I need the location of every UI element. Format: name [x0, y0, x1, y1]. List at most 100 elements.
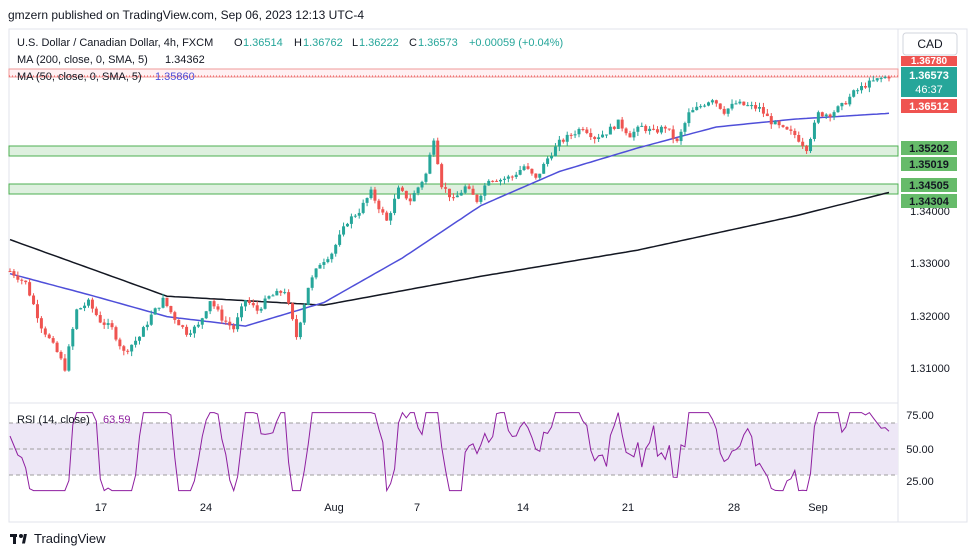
candle-body [624, 128, 628, 134]
candle-body [291, 303, 295, 320]
candle-body [181, 325, 185, 327]
candle-body [475, 194, 479, 202]
candle-body [283, 292, 287, 294]
candle-body [761, 107, 765, 114]
candle-body [683, 123, 687, 132]
ma200-value: 1.34362 [165, 54, 205, 66]
candle-body [620, 119, 624, 129]
candle-body [565, 134, 569, 142]
candle-body [687, 112, 691, 124]
candle-body [487, 180, 491, 186]
candle-body [871, 80, 875, 82]
candle-body [216, 306, 220, 310]
candle-body [534, 173, 538, 178]
x-tick-aug: Aug [324, 502, 344, 514]
currency-button[interactable] [902, 32, 958, 56]
candle-body [573, 134, 577, 136]
candle-body [738, 101, 742, 104]
candle-body [165, 297, 169, 307]
candle-body [247, 300, 251, 304]
candle-body [679, 131, 683, 142]
candle-body [553, 146, 557, 157]
candle-body [420, 181, 424, 188]
candle-body [883, 76, 887, 79]
last-price-text: 1.36573 [909, 70, 949, 82]
candle-body [828, 114, 832, 117]
candle-body [432, 140, 436, 155]
candle-body [663, 126, 667, 129]
candle-body [134, 340, 138, 345]
x-tick-21: 21 [622, 502, 634, 514]
y-tick-133000: 1.33000 [910, 258, 950, 270]
publisher-line: gmzern published on TradingView.com, Sep… [8, 8, 364, 22]
candle-body [816, 112, 820, 123]
candle-body [754, 105, 758, 109]
candle-body [479, 195, 483, 202]
candle-body [836, 106, 840, 113]
candle-body [98, 315, 102, 323]
candle-body [236, 317, 240, 330]
x-tick-7: 7 [414, 502, 420, 514]
candle-body [161, 297, 165, 308]
candle-body [542, 163, 546, 174]
candle-body [169, 306, 173, 313]
support-zone-2[interactable] [8, 183, 899, 195]
candle-body [353, 215, 357, 217]
zone1-bottom-text: 1.35019 [909, 159, 949, 171]
candle-body [781, 125, 785, 127]
candle-body [714, 100, 718, 104]
candle-body [863, 86, 867, 88]
candle-body [840, 103, 844, 107]
candle-body [765, 113, 769, 117]
candle-body [141, 327, 145, 337]
candle-body [695, 106, 699, 111]
candle-body [518, 170, 522, 175]
candle-body [408, 198, 412, 202]
candle-body [734, 103, 738, 105]
candle-body [326, 259, 330, 263]
candle-body [271, 295, 275, 297]
candle-body [867, 80, 871, 88]
tradingview-icon [10, 533, 28, 544]
candle-body [483, 185, 487, 196]
candle-body [691, 110, 695, 113]
candle-body [593, 137, 597, 140]
candle-body [377, 200, 381, 210]
open-value: 1.36514 [243, 37, 283, 49]
candle-body [302, 304, 306, 323]
candle-body [793, 130, 797, 135]
candle-body [706, 102, 710, 106]
high-value: 1.36762 [303, 37, 343, 49]
price-tag-top-text: 1.36780 [911, 56, 948, 67]
candle-body [616, 119, 620, 129]
candle-body [8, 271, 12, 273]
candle-body [314, 268, 318, 278]
candle-body [699, 106, 703, 108]
candle-body [777, 121, 781, 126]
candle-body [463, 186, 467, 193]
candle-body [875, 78, 879, 81]
candle-body [43, 328, 47, 335]
candle-body [667, 128, 671, 130]
countdown-text: 46:37 [915, 84, 943, 96]
candle-body [185, 326, 189, 335]
candle-body [287, 292, 291, 304]
x-tick-24: 24 [200, 502, 212, 514]
candle-body [130, 344, 134, 352]
candle-body [640, 125, 644, 127]
candle-body [440, 164, 444, 188]
candle-body [365, 198, 369, 203]
rsi-line [9, 411, 890, 493]
candle-body [189, 333, 193, 335]
candle-body [499, 179, 503, 182]
candle-body [506, 176, 510, 179]
rsi-tick-50: 50.00 [906, 444, 934, 456]
tradingview-logo[interactable]: TradingView [10, 531, 106, 546]
candle-body [604, 134, 608, 136]
candle-body [310, 277, 314, 288]
resistance-zone[interactable] [8, 68, 899, 78]
candle-body [805, 145, 809, 152]
support-zone-1[interactable] [8, 145, 899, 157]
zone2-bottom-tag [901, 194, 957, 208]
